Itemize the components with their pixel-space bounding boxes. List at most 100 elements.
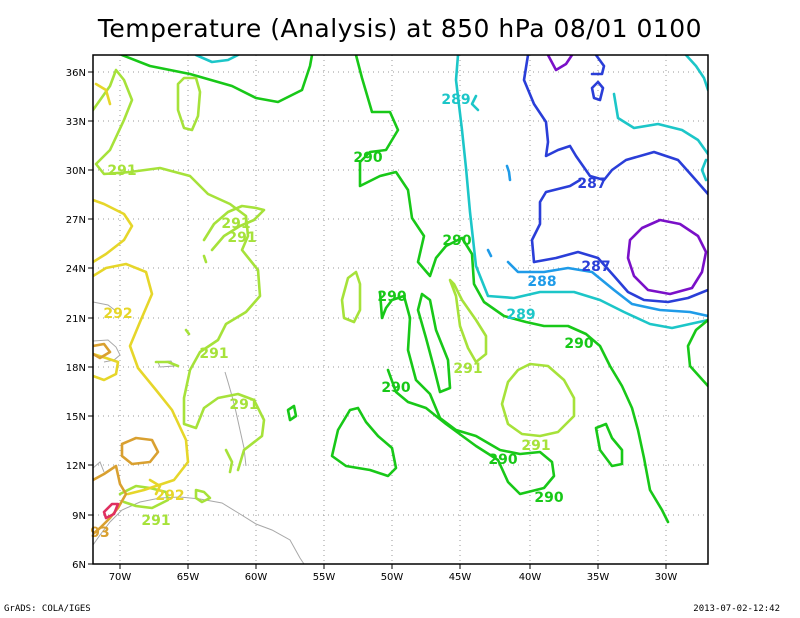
y-tick-label: 30N (66, 166, 86, 177)
contour-label: 290 (488, 452, 517, 468)
contour-292 (93, 262, 190, 496)
contour-287 (590, 80, 605, 102)
y-tick-label: 9N (72, 511, 86, 522)
x-tick-label: 40W (519, 572, 542, 583)
contour-291 (154, 360, 180, 368)
contour-label: 287 (581, 259, 610, 275)
contour-289 (194, 55, 240, 64)
contour-290 (378, 290, 556, 496)
contour-label: 292 (103, 306, 132, 322)
coastline-lesser-antilles (224, 371, 247, 467)
y-tick-label: 27N (66, 215, 86, 226)
x-axis-ticks: 70W 65W 60W 55W 50W 45W 40W 35W 30W (109, 564, 678, 583)
contour-290 (120, 55, 314, 104)
contour-287 (530, 178, 582, 264)
contour-294 (102, 502, 120, 520)
contour-293 (93, 342, 112, 360)
contour-291 (202, 204, 266, 252)
y-tick-label: 18N (66, 363, 86, 374)
contour-287 (532, 250, 708, 304)
y-axis-ticks: 36N 33N 30N 27N 24N 21N 18N 15N 12N 9N 6N (66, 68, 93, 571)
contour-292 (94, 82, 112, 106)
contour-292 (93, 352, 120, 382)
contour-label: 290 (353, 150, 382, 166)
generation-timestamp: 2013-07-02-12:42 (693, 604, 780, 614)
contour-290 (686, 318, 708, 388)
contour-293 (120, 436, 160, 466)
contour-label: 291 (199, 346, 228, 362)
contour-291 (93, 68, 266, 472)
contour-291 (448, 278, 488, 364)
contour-label: 288 (527, 274, 556, 290)
contour-290 (594, 422, 624, 468)
contour-label: 290 (564, 336, 593, 352)
contour-label: 291 (521, 438, 550, 454)
contour-label: 93 (90, 525, 109, 541)
contour-288 (506, 260, 708, 318)
y-tick-label: 15N (66, 412, 86, 423)
y-tick-label: 36N (66, 68, 86, 79)
contour-290 (330, 406, 398, 478)
contour-291 (184, 328, 191, 336)
contour-label: 289 (506, 307, 535, 323)
contour-289 (470, 94, 480, 112)
x-tick-label: 35W (587, 572, 610, 583)
x-tick-label: 60W (245, 572, 268, 583)
contour-293 (93, 464, 128, 536)
contour-289 (684, 55, 708, 92)
contour-lines (93, 55, 708, 536)
contour-288 (505, 164, 512, 182)
contour-289 (454, 55, 708, 330)
contour-291 (176, 76, 202, 132)
contour-label: 291 (229, 397, 258, 413)
coastline-venezuela (93, 496, 305, 564)
x-tick-label: 30W (655, 572, 678, 583)
contour-label: 287 (577, 176, 606, 192)
contour-292 (93, 198, 134, 264)
contour-label: 292 (155, 488, 184, 504)
contour-286 (626, 218, 708, 296)
contour-291 (194, 488, 212, 504)
contour-label: 291 (141, 513, 170, 529)
contour-290 (286, 404, 298, 422)
contour-label: 290 (377, 289, 406, 305)
contour-label: 291 (221, 216, 250, 232)
contour-286 (546, 55, 574, 72)
map-title: Temperature (Analysis) at 850 hPa 08/01 … (97, 14, 703, 43)
y-tick-label: 24N (66, 264, 86, 275)
contour-291 (118, 484, 170, 510)
coastline-florida (93, 301, 117, 312)
contour-291 (224, 448, 234, 474)
contour-label: 291 (227, 230, 256, 246)
contour-288 (486, 248, 493, 258)
contour-291 (340, 270, 362, 324)
contour-287 (590, 55, 606, 76)
contour-290 (416, 292, 452, 394)
x-tick-label: 65W (177, 572, 200, 583)
x-tick-label: 55W (313, 572, 336, 583)
y-tick-label: 33N (66, 117, 86, 128)
grads-credit: GrADS: COLA/IGES (4, 604, 91, 614)
plot-frame (92, 54, 709, 565)
coastlines (93, 301, 305, 564)
y-tick-label: 6N (72, 560, 86, 571)
contour-291 (202, 254, 208, 264)
contour-291 (500, 362, 576, 438)
contour-label: 290 (381, 380, 410, 396)
contour-label: 290 (534, 490, 563, 506)
x-tick-label: 50W (381, 572, 404, 583)
contour-label: 289 (441, 92, 470, 108)
y-tick-label: 21N (66, 314, 86, 325)
x-tick-label: 45W (449, 572, 472, 583)
contour-label: 291 (107, 163, 136, 179)
contour-289 (700, 158, 708, 182)
contour-label: 290 (442, 233, 471, 249)
grid-lines (93, 55, 708, 564)
coastline-central-america (93, 461, 105, 473)
contour-289 (612, 92, 708, 156)
contour-287 (522, 55, 708, 196)
contour-292 (148, 478, 162, 496)
contour-290 (354, 55, 670, 524)
